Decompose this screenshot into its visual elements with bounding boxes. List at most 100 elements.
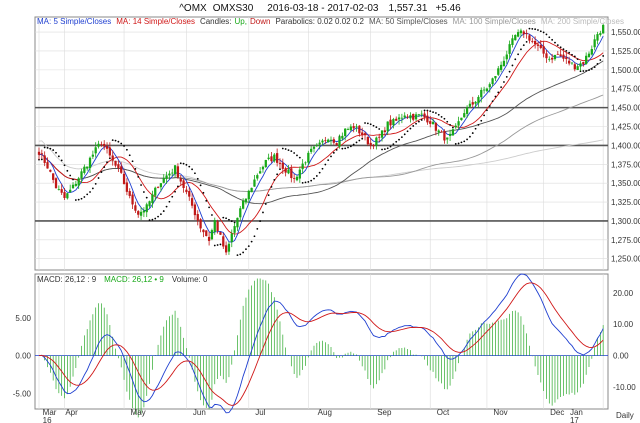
psar-dot [335, 148, 338, 151]
candle-body [397, 117, 401, 120]
candle-down [378, 133, 381, 142]
candle-body [596, 34, 599, 41]
candle-down [205, 230, 208, 237]
candle-up [499, 61, 503, 73]
candle-body [392, 119, 395, 126]
candle-body [258, 171, 262, 174]
candle-body [511, 38, 514, 46]
candle-up [602, 23, 605, 34]
psar-dot [559, 46, 562, 49]
candle-down [276, 148, 279, 167]
candle-body [545, 53, 548, 59]
candle-body [284, 168, 287, 173]
candle-body [137, 211, 140, 215]
candle-up [253, 174, 256, 187]
candle-up [77, 176, 80, 189]
candle-body [171, 172, 174, 174]
candle-body [426, 115, 429, 123]
candle-body [417, 114, 421, 116]
psar-dot [160, 213, 162, 216]
psar-dot [219, 243, 222, 246]
psar-dot [171, 195, 174, 198]
candle-body [74, 183, 77, 186]
price-tick-label: 1,350.00 [611, 179, 640, 188]
psar-dot [505, 76, 508, 78]
psar-dot [480, 119, 483, 122]
candle-up [454, 123, 457, 129]
candle-up [256, 173, 259, 181]
macd-line [38, 273, 604, 414]
psar-dot [463, 140, 466, 143]
candle-body [37, 151, 41, 155]
candle-body [105, 146, 109, 149]
price-panel [34, 16, 609, 271]
candle-body [437, 130, 440, 133]
psar-dot [332, 151, 335, 154]
candle-up [57, 185, 60, 191]
candle-body [548, 58, 551, 60]
macd-series [35, 273, 608, 418]
candle-body [582, 62, 585, 65]
candle-body [222, 236, 225, 247]
candle-up [74, 180, 77, 187]
candle-down [471, 96, 474, 108]
candle-up [318, 139, 321, 150]
candle-body [54, 178, 58, 189]
psar-dot [582, 70, 585, 72]
psar-dot [573, 55, 576, 58]
month-label: Mar [43, 408, 57, 417]
candle-body [482, 89, 486, 91]
price-tick-label: 1,525.00 [611, 47, 640, 56]
psar-dot [228, 218, 230, 221]
symbol: ^OMX [179, 3, 207, 14]
month-label: Nov [493, 408, 507, 417]
candle-body [83, 166, 86, 173]
psar-dot [205, 199, 208, 202]
legend-ma100: MA: 100 Simple/Closes [453, 17, 536, 26]
candle-down [188, 187, 191, 201]
candle-up [273, 152, 276, 163]
candle-down [49, 169, 52, 173]
candle-body [562, 54, 565, 59]
candle-down [423, 111, 426, 121]
psar-dot [539, 30, 542, 33]
macd-tick-label: 10.00 [613, 320, 634, 329]
candle-body [128, 191, 131, 196]
candle-body [318, 142, 321, 145]
candle-body [335, 143, 338, 145]
candle-body [94, 147, 97, 154]
candle-up [548, 56, 551, 62]
candle-up [250, 187, 253, 193]
candle-body [188, 190, 191, 197]
candle-body [346, 129, 350, 130]
candle-body [542, 46, 545, 54]
psar-dot [168, 200, 171, 203]
psar-dot [91, 187, 94, 190]
candle-down [426, 110, 429, 125]
legend-candles-up: Up, [235, 17, 247, 26]
candle-body [536, 44, 540, 46]
macd-tick-label: 0.00 [613, 352, 629, 361]
psar-dot [542, 31, 545, 34]
candle-body [355, 126, 358, 128]
candle-body [315, 144, 318, 146]
psar-dot [486, 109, 488, 112]
psar-dot [55, 151, 57, 154]
candle-up [83, 164, 86, 175]
candle-body [71, 184, 75, 189]
candle-body [525, 33, 528, 35]
candle-body [522, 31, 525, 35]
candle-down [111, 150, 114, 166]
candle-body [579, 63, 582, 67]
candle-body [565, 57, 568, 60]
candle-up [310, 146, 313, 154]
candle-body [276, 153, 279, 163]
psar-dot [585, 69, 588, 72]
candle-down [196, 210, 199, 226]
psar-dot [372, 124, 375, 127]
psar-dot [287, 149, 290, 152]
candle-body [508, 44, 511, 54]
price-axis: 1,550.00 1,525.00 1,500.00 1,475.00 1,450.00… [611, 28, 640, 264]
psar-dot [383, 148, 386, 151]
ma14-line [38, 40, 604, 235]
